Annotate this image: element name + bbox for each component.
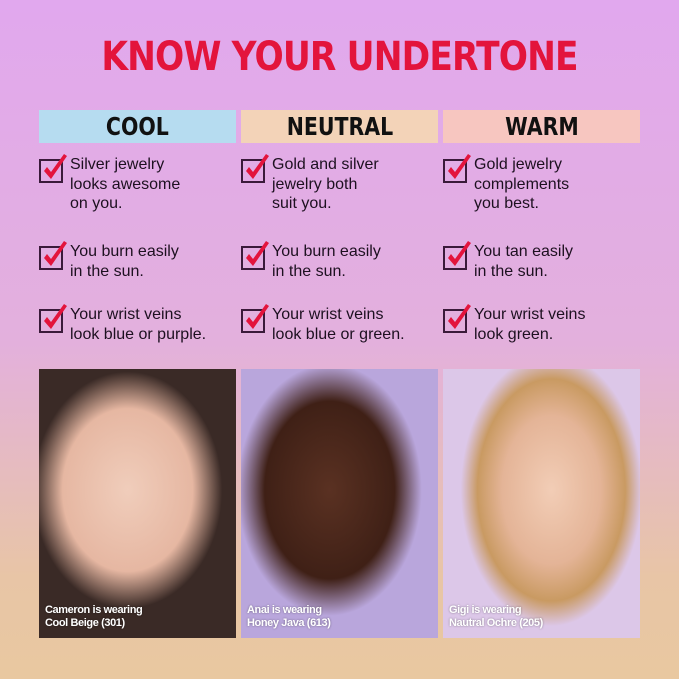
checkbox-checked-icon	[443, 304, 471, 333]
checklist-item: Your wrist veins look blue or purple.	[39, 304, 239, 344]
checklist-text: Your wrist veins look blue or green.	[272, 306, 405, 343]
column-header: WARM	[443, 110, 640, 143]
checklist-text: You burn easily in the sun.	[272, 243, 381, 280]
column-cool: COOL Silver jewelry looks awesome on you…	[39, 110, 236, 343]
model-photo: Gigi is wearing Nautral Ochre (205)	[443, 369, 640, 638]
checkbox-checked-icon	[39, 154, 67, 183]
column-warm: WARM Gold jewelry complements you best. …	[443, 110, 640, 343]
photo-caption: Cameron is wearing Cool Beige (301)	[45, 604, 143, 629]
photo-caption: Gigi is wearing Nautral Ochre (205)	[449, 604, 543, 629]
checklist-item: Gold jewelry complements you best.	[443, 154, 643, 214]
column-header-label: WARM	[504, 112, 579, 141]
checklist-item: Your wrist veins look blue or green.	[241, 304, 441, 344]
checklist-item: You tan easily in the sun.	[443, 241, 643, 281]
checklist-item: Your wrist veins look green.	[443, 304, 643, 344]
checkbox-checked-icon	[241, 241, 269, 270]
column-header-label: COOL	[106, 112, 169, 141]
checklist-item: Silver jewelry looks awesome on you.	[39, 154, 239, 214]
checkbox-checked-icon	[443, 241, 471, 270]
checkbox-checked-icon	[39, 304, 67, 333]
model-photo: Anai is wearing Honey Java (613)	[241, 369, 438, 638]
checklist-item: Gold and silver jewelry both suit you.	[241, 154, 441, 214]
checkbox-checked-icon	[241, 304, 269, 333]
checklist-item: You burn easily in the sun.	[39, 241, 239, 281]
checkbox-checked-icon	[241, 154, 269, 183]
column-neutral: NEUTRAL Gold and silver jewelry both sui…	[241, 110, 438, 343]
checklist-text: Your wrist veins look blue or purple.	[70, 306, 207, 343]
model-photo: Cameron is wearing Cool Beige (301)	[39, 369, 236, 638]
checklist-text: Gold and silver jewelry both suit you.	[272, 156, 379, 212]
photo-caption: Anai is wearing Honey Java (613)	[247, 604, 331, 629]
checklist-text: Gold jewelry complements you best.	[474, 156, 570, 212]
checklist-text: Silver jewelry looks awesome on you.	[70, 156, 181, 212]
page-title: KNOW YOUR UNDERTONE	[101, 34, 578, 80]
checklist-text: Your wrist veins look green.	[474, 306, 586, 343]
column-header: COOL	[39, 110, 236, 143]
checkbox-checked-icon	[39, 241, 67, 270]
checklist-item: You burn easily in the sun.	[241, 241, 441, 281]
column-header: NEUTRAL	[241, 110, 438, 143]
column-header-label: NEUTRAL	[286, 112, 393, 141]
checkbox-checked-icon	[443, 154, 471, 183]
checklist-text: You burn easily in the sun.	[70, 243, 179, 280]
checklist-text: You tan easily in the sun.	[474, 243, 574, 280]
